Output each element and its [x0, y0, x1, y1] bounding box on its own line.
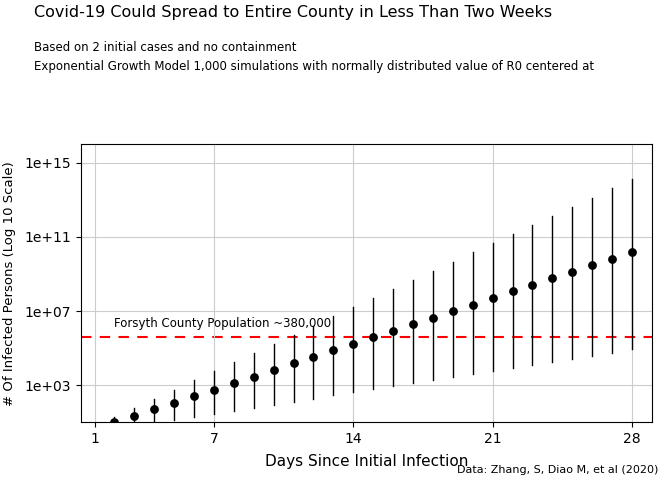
Point	[607, 255, 618, 263]
Point	[487, 294, 498, 302]
Point	[408, 320, 419, 328]
Point	[527, 281, 538, 289]
Point	[467, 301, 478, 309]
Point	[427, 314, 438, 322]
Point	[149, 406, 160, 413]
Point	[328, 347, 339, 354]
Point	[288, 360, 299, 367]
Point	[507, 288, 518, 295]
Point	[448, 307, 458, 315]
Point	[388, 327, 398, 335]
Text: Forsyth County Population ~380,000: Forsyth County Population ~380,000	[114, 317, 331, 330]
Point	[169, 399, 179, 407]
Point	[547, 275, 558, 282]
Point	[189, 392, 200, 400]
Y-axis label: # Of Infected Persons (Log 10 Scale): # Of Infected Persons (Log 10 Scale)	[3, 161, 16, 406]
Point	[348, 340, 359, 348]
Point	[368, 334, 378, 341]
Point	[109, 419, 120, 426]
Point	[308, 353, 319, 361]
Text: Based on 2 initial cases and no containment: Based on 2 initial cases and no containm…	[34, 41, 296, 54]
Point	[587, 262, 597, 269]
X-axis label: Days Since Initial Infection: Days Since Initial Infection	[265, 455, 468, 469]
Text: Covid-19 Could Spread to Entire County in Less Than Two Weeks: Covid-19 Could Spread to Entire County i…	[34, 5, 552, 20]
Point	[129, 412, 140, 420]
Point	[268, 366, 279, 374]
Point	[249, 372, 259, 380]
Point	[208, 386, 219, 394]
Point	[228, 379, 239, 387]
Point	[626, 249, 637, 256]
Point	[567, 268, 578, 276]
Text: Data: Zhang, S, Diao M, et al (2020): Data: Zhang, S, Diao M, et al (2020)	[457, 465, 659, 475]
Text: Exponential Growth Model 1,000 simulations with normally distributed value of R0: Exponential Growth Model 1,000 simulatio…	[34, 60, 594, 73]
Point	[89, 425, 100, 432]
